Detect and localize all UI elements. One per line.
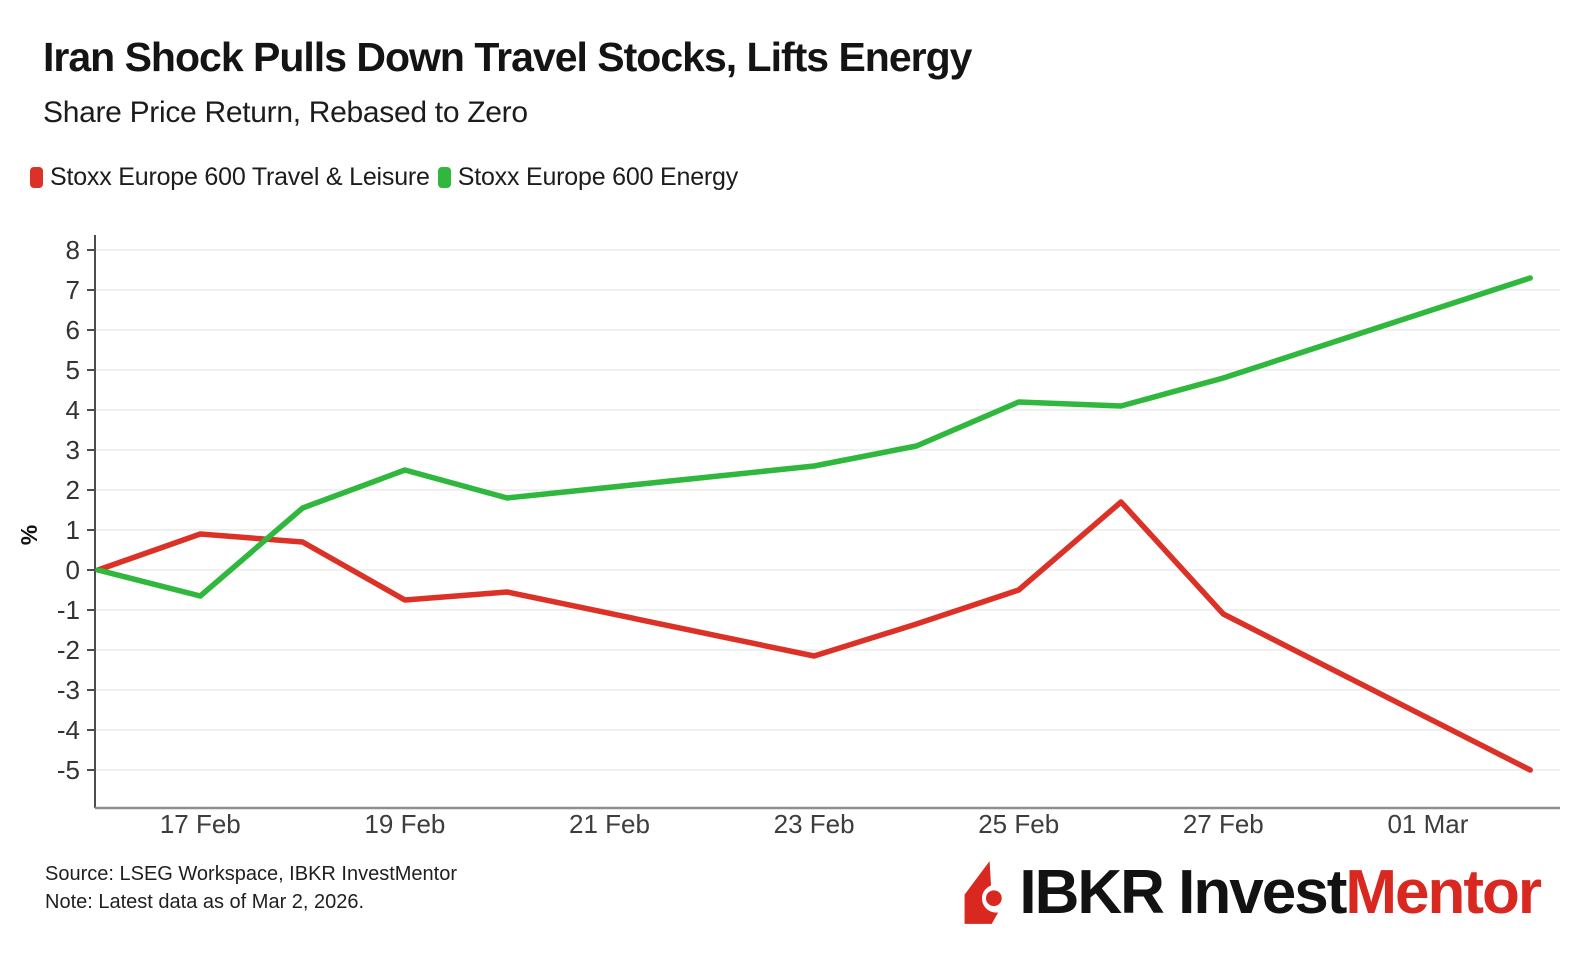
svg-text:-4: -4 bbox=[57, 715, 80, 745]
legend-item-travel: Stoxx Europe 600 Travel & Leisure bbox=[30, 163, 430, 192]
svg-text:-2: -2 bbox=[57, 635, 80, 665]
logo-text-red: Mentor bbox=[1345, 858, 1542, 927]
line-chart: 8 7 6 5 4 3 2 1 0 -1 -2 -3 -4 -5 17 Feb 19 Feb 21 Feb 23 … bbox=[0, 225, 1593, 845]
svg-text:27 Feb: 27 Feb bbox=[1183, 809, 1264, 839]
legend-label-travel: Stoxx Europe 600 Travel & Leisure bbox=[50, 163, 430, 191]
legend-marker-energy-icon bbox=[437, 167, 451, 188]
note-line: Note: Latest data as of Mar 2, 2026. bbox=[45, 891, 365, 913]
svg-text:21 Feb: 21 Feb bbox=[569, 809, 650, 839]
source-line: Source: LSEG Workspace, IBKR InvestMento… bbox=[45, 863, 458, 885]
svg-text:4: 4 bbox=[66, 395, 80, 425]
svg-text:-5: -5 bbox=[57, 755, 80, 785]
logo-text-black: IBKR Invest bbox=[1019, 858, 1347, 927]
svg-text:3: 3 bbox=[66, 435, 80, 465]
svg-text:01 Mar: 01 Mar bbox=[1387, 809, 1468, 839]
ibkr-investmentor-logo: IBKR InvestMentor bbox=[956, 850, 1542, 935]
logo-wordmark: IBKR InvestMentor bbox=[1019, 857, 1542, 928]
legend-label-energy: Stoxx Europe 600 Energy bbox=[457, 163, 739, 191]
svg-text:2: 2 bbox=[66, 475, 80, 505]
ibkr-logo-icon bbox=[964, 861, 1003, 924]
svg-text:23 Feb: 23 Feb bbox=[774, 809, 855, 839]
svg-text:1: 1 bbox=[66, 515, 80, 545]
svg-text:0: 0 bbox=[66, 555, 80, 585]
svg-text:5: 5 bbox=[66, 355, 80, 385]
chart-title: Iran Shock Pulls Down Travel Stocks, Lif… bbox=[43, 34, 972, 80]
footer: Source: LSEG Workspace, IBKR InvestMento… bbox=[45, 860, 457, 916]
svg-text:-3: -3 bbox=[57, 675, 80, 705]
chart-canvas: 8 7 6 5 4 3 2 1 0 -1 -2 -3 -4 -5 17 Feb 19 Feb 21 Feb 23 … bbox=[16, 235, 1560, 839]
svg-text:17 Feb: 17 Feb bbox=[160, 809, 241, 839]
svg-text:25 Feb: 25 Feb bbox=[978, 809, 1059, 839]
svg-text:19 Feb: 19 Feb bbox=[364, 809, 445, 839]
legend-item-energy: Stoxx Europe 600 Energy bbox=[437, 163, 739, 192]
chart-subtitle: Share Price Return, Rebased to Zero bbox=[43, 96, 528, 129]
legend-marker-travel-icon bbox=[30, 167, 43, 188]
svg-text:8: 8 bbox=[66, 235, 80, 265]
svg-text:7: 7 bbox=[66, 275, 80, 305]
svg-text:6: 6 bbox=[66, 315, 80, 345]
svg-text:-1: -1 bbox=[57, 595, 80, 625]
svg-text:%: % bbox=[16, 525, 42, 545]
legend: Stoxx Europe 600 Travel & Leisure Stoxx … bbox=[30, 163, 746, 192]
